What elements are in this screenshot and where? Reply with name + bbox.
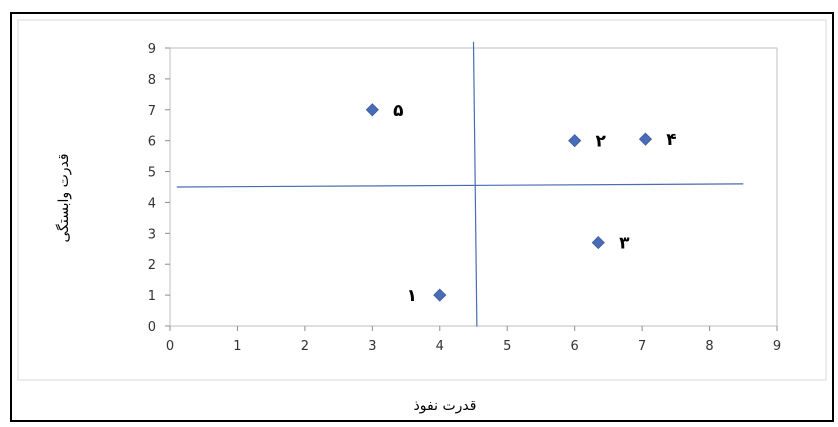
data-point <box>568 134 582 148</box>
x-tick-label: 2 <box>301 339 309 354</box>
y-tick-label: 7 <box>148 104 156 119</box>
y-tick-label: 0 <box>148 320 156 335</box>
y-tick-label: 6 <box>148 135 156 150</box>
x-tick-label: 5 <box>503 339 511 354</box>
data-points: ۱ ۲ ۳ ۴ ۵ <box>365 101 677 306</box>
y-axis-label: قدرت وابستگی <box>55 153 72 242</box>
data-point-label: ۲ <box>595 132 606 152</box>
y-tick-label: 4 <box>148 196 156 211</box>
x-tick-label: 4 <box>436 339 444 354</box>
x-axis-label: قدرت نفوذ <box>414 398 477 414</box>
axes: 0 1 2 3 4 5 6 7 8 9 0 1 2 3 4 5 6 7 8 9 <box>148 42 781 354</box>
quadrant-dividers <box>176 41 744 327</box>
y-tick-label: 8 <box>148 73 156 88</box>
data-point <box>433 288 447 302</box>
data-point <box>365 103 379 117</box>
x-tick-label: 7 <box>638 339 646 354</box>
y-tick-label: 9 <box>148 42 156 57</box>
data-point-label: ۴ <box>666 130 676 150</box>
x-tick-label: 6 <box>571 339 579 354</box>
data-point-label: ۳ <box>619 234 630 254</box>
y-tick-label: 2 <box>148 258 156 273</box>
x-tick-label: 9 <box>773 339 781 354</box>
x-tick-label: 3 <box>368 339 376 354</box>
y-tick-label: 3 <box>148 227 156 242</box>
data-point <box>591 236 605 250</box>
x-tick-label: 1 <box>233 339 241 354</box>
x-tick-label: 8 <box>705 339 713 354</box>
data-point <box>638 132 653 146</box>
y-tick-label: 1 <box>148 289 156 304</box>
data-point-label: ۱ <box>407 286 417 306</box>
data-point-label: ۵ <box>393 101 403 121</box>
x-tick-label: 0 <box>166 339 174 354</box>
y-tick-label: 5 <box>148 166 156 181</box>
vertical-divider <box>472 41 478 327</box>
horizontal-divider <box>176 183 744 188</box>
